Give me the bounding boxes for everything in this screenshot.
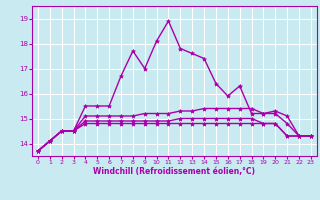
X-axis label: Windchill (Refroidissement éolien,°C): Windchill (Refroidissement éolien,°C) <box>93 167 255 176</box>
